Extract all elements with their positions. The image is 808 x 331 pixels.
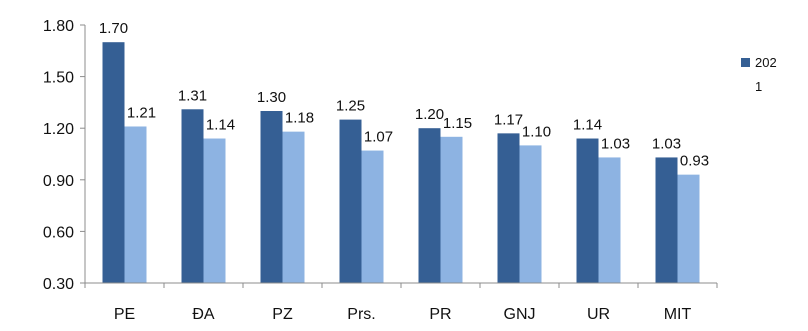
bar-series-1 <box>418 128 441 283</box>
data-label: 1.25 <box>336 98 365 115</box>
bar-series-2 <box>440 136 463 283</box>
x-category-label: Prs. <box>347 306 375 323</box>
data-label: 1.20 <box>415 106 444 123</box>
bar-series-2 <box>598 157 621 283</box>
bar-series-2 <box>519 145 542 283</box>
data-label: 1.10 <box>522 123 551 140</box>
x-category-label: PR <box>429 306 451 323</box>
y-tick-label: 1.80 <box>43 18 74 35</box>
x-category-label: MIT <box>664 306 692 323</box>
data-label: 1.03 <box>601 135 630 152</box>
bar-series-1 <box>655 157 678 283</box>
data-label: 1.14 <box>206 117 235 134</box>
data-label: 1.21 <box>127 104 156 121</box>
x-category-label: PZ <box>272 306 293 323</box>
data-label: 1.07 <box>364 129 393 146</box>
legend-label-line2: 1 <box>755 79 762 94</box>
y-tick-label: 1.20 <box>43 121 74 138</box>
bar-series-2 <box>124 126 147 283</box>
bar-series-2 <box>361 150 384 283</box>
bar-series-1 <box>339 119 362 283</box>
legend: 202 1 <box>741 55 777 94</box>
legend-label-line1: 202 <box>755 55 777 70</box>
y-tick-label: 1.50 <box>43 70 74 87</box>
bar-series-1 <box>260 111 283 283</box>
bar-series-2 <box>203 138 226 283</box>
bar-series-1 <box>181 109 204 283</box>
data-labels: 1.701.31 1.301.251.20 1.17 1.141.031.211.14… <box>99 20 709 169</box>
data-label: 0.93 <box>680 153 709 170</box>
data-label: 1.17 <box>494 111 523 128</box>
bars <box>102 42 700 284</box>
x-axis: PE ĐA PZ Prs. PR GNJ UR MIT <box>84 282 718 323</box>
data-label: 1.31 <box>178 87 207 104</box>
data-label: 1.30 <box>257 89 286 106</box>
y-tick-label: 0.30 <box>43 276 74 293</box>
data-label: 1.15 <box>443 115 472 132</box>
x-category-label: ĐA <box>192 306 215 323</box>
data-label: 1.18 <box>285 110 314 127</box>
data-label: 1.14 <box>573 117 602 134</box>
y-tick-label: 0.90 <box>43 173 74 190</box>
bar-series-1 <box>102 42 125 284</box>
bar-series-1 <box>497 133 520 283</box>
x-category-label: PE <box>114 306 135 323</box>
bar-series-2 <box>677 174 700 283</box>
x-category-label: UR <box>587 306 610 323</box>
x-category-label: GNJ <box>504 306 536 323</box>
bar-series-2 <box>282 131 305 283</box>
legend-swatch <box>741 58 750 67</box>
bar-series-1 <box>576 138 599 283</box>
y-tick-label: 0.60 <box>43 224 74 241</box>
data-label: 1.70 <box>99 20 128 37</box>
y-axis: 1.80 1.50 1.20 0.90 0.60 0.30 <box>43 18 86 293</box>
data-label: 1.03 <box>652 135 681 152</box>
